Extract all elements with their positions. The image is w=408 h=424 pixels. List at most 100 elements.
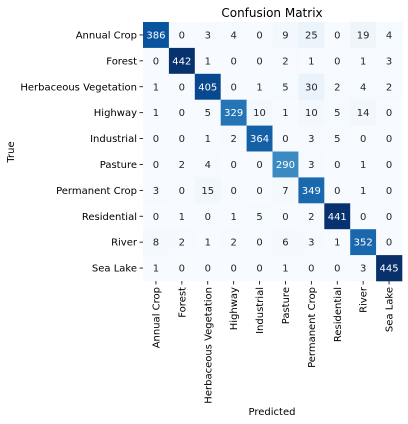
cell-value-label: 329 [224, 108, 243, 119]
cell-value-label: 0 [230, 186, 236, 197]
cell-value-label: 0 [256, 30, 262, 41]
x-tick-label: Sea Lake [385, 287, 396, 332]
heatmap-cell [298, 125, 325, 152]
cell-value-label: 0 [386, 238, 392, 249]
cell-value-label: 1 [360, 186, 366, 197]
heatmap-cell [298, 229, 325, 256]
cell-value-label: 445 [380, 264, 399, 275]
cell-value-label: 0 [205, 264, 211, 275]
cell-value-label: 442 [172, 56, 191, 67]
cell-value-label: 0 [205, 212, 211, 223]
heatmap-cell [376, 203, 403, 230]
heatmap-cell [194, 229, 221, 256]
cell-value-label: 0 [230, 160, 236, 171]
heatmap-cell [298, 22, 325, 49]
cell-value-label: 0 [179, 186, 185, 197]
heatmap-cell [272, 177, 299, 204]
x-axis: Annual Crop Forest Herbaceous Vegetation Hi… [151, 281, 396, 404]
heatmap-cell [220, 203, 247, 230]
heatmap-cell [350, 151, 377, 178]
cell-value-label: 1 [360, 56, 366, 67]
cell-value-label: 0 [179, 134, 185, 145]
y-axis: Annual Crop Forest Herbaceous Vegetation Hi… [20, 30, 143, 275]
heatmap-cell [376, 151, 403, 178]
heatmap-cell [246, 99, 273, 126]
heatmap-cell [194, 177, 221, 204]
cell-value-label: 4 [205, 160, 211, 171]
heatmap-cell [220, 151, 247, 178]
heatmap-cell [272, 73, 299, 100]
heatmap-cell [220, 47, 247, 75]
cell-value-label: 5 [334, 134, 340, 145]
heatmap-cell [298, 255, 325, 282]
cell-value-label: 5 [205, 108, 211, 119]
heatmap-cell [143, 125, 170, 152]
heatmap-cell [350, 73, 377, 100]
y-axis-label: True [6, 141, 17, 163]
heatmap-cell [324, 229, 351, 256]
chart-title: Confusion Matrix [221, 6, 322, 20]
x-tick-label: Pasture [281, 287, 292, 324]
heatmap-cell [272, 47, 299, 75]
heatmap-cell [324, 177, 351, 204]
cell-value-label: 1 [256, 82, 262, 93]
heatmap-cell [143, 22, 170, 49]
cell-value-label: 2 [230, 238, 236, 249]
cell-value-label: 1 [230, 212, 236, 223]
cell-value-label: 6 [282, 238, 288, 249]
cell-value-label: 1 [334, 238, 340, 249]
cell-value-label: 0 [360, 134, 366, 145]
heatmap-cell [298, 73, 325, 100]
heatmap-cell [298, 203, 325, 230]
heatmap-cell [220, 255, 247, 282]
heatmap-cell [246, 73, 273, 100]
cell-value-label: 0 [153, 212, 159, 223]
heatmap-cell [143, 99, 170, 126]
cell-value-label: 405 [198, 82, 217, 93]
cell-value-label: 3 [308, 160, 314, 171]
heatmap-cell [168, 203, 196, 230]
heatmap-cell [194, 151, 221, 178]
heatmap-cell [376, 255, 403, 282]
cell-value-label: 1 [179, 212, 185, 223]
heatmap-cell [220, 125, 247, 152]
heatmap-cell [246, 125, 273, 152]
y-tick-label: Residential [82, 212, 137, 223]
heatmap-cell [350, 22, 377, 49]
heatmap-cell [272, 99, 299, 126]
cell-value-label: 0 [334, 160, 340, 171]
heatmap-cell [168, 73, 196, 100]
heatmap-cell [143, 47, 170, 75]
cell-value-label: 2 [386, 82, 392, 93]
heatmap-cell [220, 22, 247, 49]
cell-value-label: 0 [334, 186, 340, 197]
heatmap-cell [376, 73, 403, 100]
heatmap-cell [143, 73, 170, 100]
cell-value-label: 2 [179, 238, 185, 249]
cell-value-label: 3 [308, 238, 314, 249]
cell-value-label: 0 [179, 82, 185, 93]
heatmap-cell [220, 73, 247, 100]
cell-value-label: 3 [308, 134, 314, 145]
cell-value-label: 0 [282, 134, 288, 145]
heatmap-cell [194, 125, 221, 152]
cell-value-label: 2 [334, 82, 340, 93]
heatmap-cell [168, 255, 196, 282]
heatmap-cell [350, 99, 377, 126]
cell-value-label: 1 [153, 108, 159, 119]
cell-value-label: 7 [282, 186, 288, 197]
cell-value-label: 0 [179, 264, 185, 275]
cell-value-label: 0 [360, 212, 366, 223]
cell-value-label: 441 [328, 212, 347, 223]
heatmap-cell [168, 151, 196, 178]
heatmap-cell [324, 203, 351, 230]
heatmap-cell [376, 22, 403, 49]
heatmap-cell [298, 47, 325, 75]
cell-value-label: 0 [230, 82, 236, 93]
cell-value-label: 3 [153, 186, 159, 197]
heatmap-cell [220, 229, 247, 256]
heatmap-cell [376, 125, 403, 152]
heatmap-cell [376, 99, 403, 126]
heatmap-cell [324, 22, 351, 49]
